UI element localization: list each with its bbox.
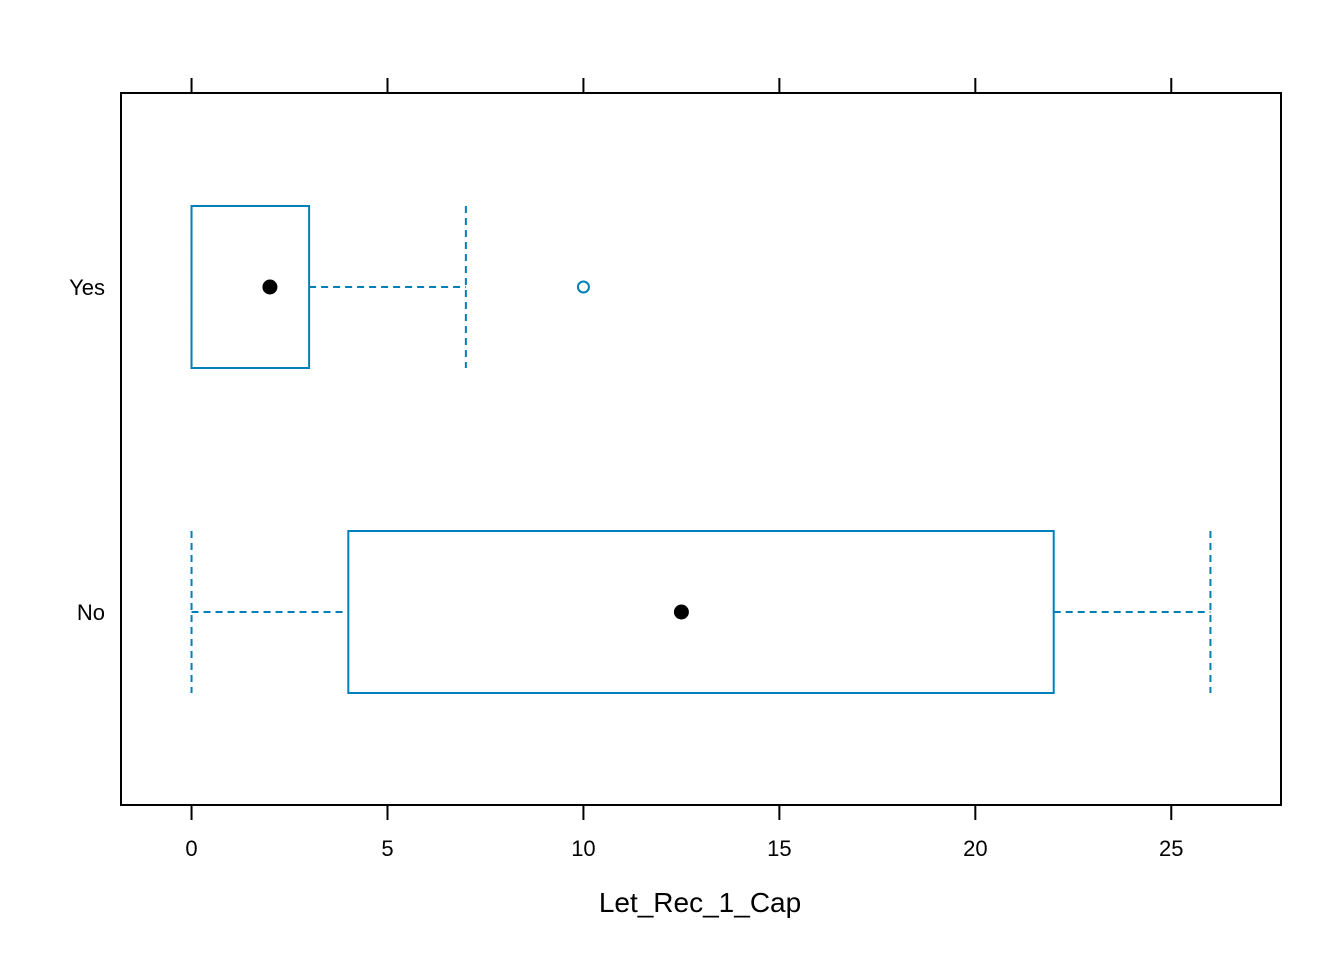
x-tick-label: 10 [571,836,595,861]
median-dot-yes [262,279,278,295]
x-tick-label: 0 [185,836,197,861]
box-yes [190,205,590,369]
iqr-box-yes [190,205,311,369]
box-series [190,205,1212,694]
box-no [190,530,1212,694]
x-tick-label: 20 [963,836,987,861]
median-dot-no [673,604,689,620]
x-tick-label: 25 [1159,836,1183,861]
y-category-label: Yes [69,275,105,300]
y-category-label: No [77,600,105,625]
x-axis-title: Let_Rec_1_Cap [599,887,801,918]
iqr-box-no [347,530,1055,694]
x-tick-label: 5 [381,836,393,861]
bottom-axis-ticks: 0 5 10 15 20 25 [185,805,1184,861]
y-axis-labels: No Yes [69,275,105,625]
outlier-point-yes [576,280,590,294]
plot-frame [120,92,1282,806]
top-axis-ticks [190,78,1173,93]
x-tick-label: 15 [767,836,791,861]
